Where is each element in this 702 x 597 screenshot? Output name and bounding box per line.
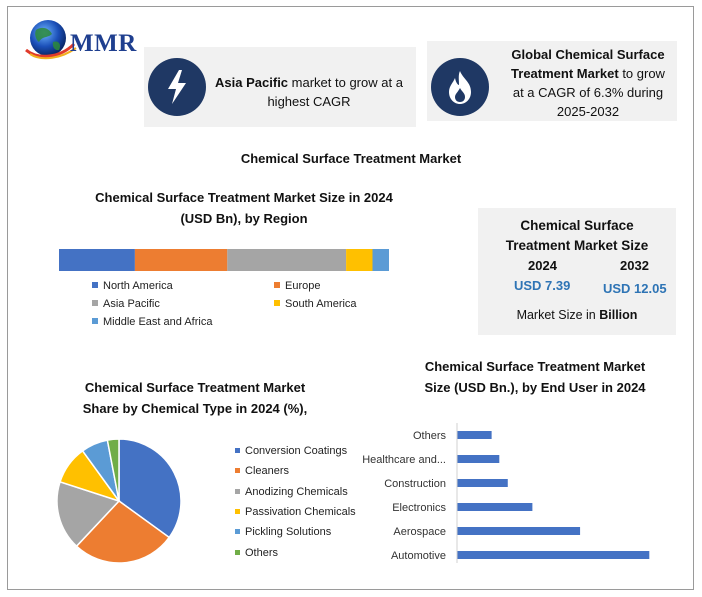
- legend-swatch: [235, 468, 240, 474]
- callout-right-line4: 2025-2032: [556, 104, 620, 119]
- callout-left-bold: Asia Pacific: [215, 75, 289, 90]
- end-user-bar-healthcare-and: [457, 455, 500, 463]
- pie-title-line1: Chemical Surface Treatment Market: [84, 380, 306, 395]
- legend-swatch: [92, 300, 98, 306]
- legend-label: Conversion Coatings: [245, 445, 348, 457]
- end-user-bar-automotive: [457, 551, 650, 559]
- callout-right-line2-rest: to grow: [618, 66, 665, 81]
- market-size-unit-bold: Billion: [599, 308, 638, 322]
- callout-asia-pacific: Asia Pacific market to grow at a highest…: [144, 47, 416, 127]
- value-2032: USD 12.05: [603, 281, 667, 296]
- region-bar-middle-east-and-africa: [372, 249, 389, 271]
- callout-left-circle: [148, 58, 206, 116]
- mmr-logo: MMR: [22, 14, 142, 66]
- region-legend-north-america: North America: [92, 280, 173, 292]
- pie-slice-conversion-coatings: [118, 438, 182, 539]
- region-bar-europe: [134, 249, 228, 271]
- region-title-line2: (USD Bn), by Region: [180, 211, 308, 226]
- legend-label: Middle East and Africa: [103, 316, 213, 328]
- legend-swatch: [235, 549, 240, 555]
- market-size-unit: Market Size in Billion: [478, 308, 676, 322]
- callout-right-line1: Global Chemical Surface: [511, 47, 665, 62]
- legend-label: Cleaners: [245, 465, 290, 478]
- end-user-bar-aerospace: [457, 527, 581, 535]
- region-legend: North America Europe Asia Pacific South Ame…: [92, 280, 392, 340]
- region-title-line1: Chemical Surface Treatment Market Size i…: [95, 190, 393, 205]
- legend-label: Others: [245, 546, 279, 559]
- market-size-title-line1: Chemical Surface: [520, 218, 634, 233]
- end-user-bar-others: [457, 431, 492, 439]
- callout-left-line2: highest CAGR: [267, 94, 351, 109]
- end-user-label-construction: Construction: [384, 478, 446, 490]
- end-user-title-line2: Size (USD Bn.), by End User in 2024: [424, 380, 646, 395]
- pie-slice-anodizing-chemicals: [56, 480, 121, 548]
- pie-legend-cleaners: Cleaners: [235, 465, 289, 477]
- legend-label: Europe: [285, 280, 321, 292]
- legend-swatch: [92, 318, 98, 324]
- legend-label: Anodizing Chemicals: [245, 485, 348, 498]
- callout-left-rest: market to grow at a: [288, 75, 403, 90]
- end-user-label-electronics: Electronics: [392, 502, 446, 514]
- pie-legend-passivation-chemicals: Passivation Chemicals: [235, 506, 356, 518]
- callout-right-line3: at a CAGR of 6.3% during: [512, 85, 664, 100]
- callout-global-cagr: Global Chemical Surface Treatment Market…: [427, 41, 677, 121]
- callout-right-text: Global Chemical Surface Treatment Market…: [499, 45, 677, 121]
- legend-swatch: [235, 508, 240, 514]
- pie-legend-conversion-coatings: Conversion Coatings: [235, 445, 347, 457]
- legend-label: Passivation Chemicals: [245, 505, 356, 518]
- pie-legend-pickling-solutions: Pickling Solutions: [235, 526, 331, 538]
- legend-label: South America: [285, 298, 357, 310]
- legend-swatch: [274, 282, 280, 288]
- callout-left-text: Asia Pacific market to grow at a highest…: [206, 73, 412, 111]
- end-user-bar-electronics: [457, 503, 533, 511]
- callout-right-line2-bold: Treatment Market: [511, 66, 619, 81]
- market-size-title: Chemical Surface Treatment Market Size: [478, 216, 676, 256]
- end-user-title-line1: Chemical Surface Treatment Market: [424, 359, 646, 374]
- region-legend-south-america: South America: [274, 298, 357, 310]
- pie-legend-others: Others: [235, 547, 278, 559]
- pie-slice-others: [106, 438, 120, 502]
- logo-text: MMR: [70, 30, 137, 57]
- legend-label: Pickling Solutions: [245, 526, 332, 539]
- region-stacked-bar: [59, 249, 389, 271]
- legend-label: North America: [103, 280, 173, 292]
- main-title: Chemical Surface Treatment Market: [240, 151, 462, 166]
- globe-icon: [25, 20, 77, 60]
- pie-legend: Conversion Coatings Cleaners Anodizing Che…: [235, 445, 395, 565]
- pie-chart-title: Chemical Surface Treatment Market Share …: [40, 377, 350, 419]
- legend-swatch: [235, 529, 240, 535]
- region-legend-asia-pacific: Asia Pacific: [92, 298, 160, 310]
- year-2032: 2032: [620, 258, 649, 273]
- pie-title-line2: Share by Chemical Type in 2024 (%),: [82, 401, 308, 416]
- pie-slice-cleaners: [75, 500, 171, 564]
- market-size-title-line2: Treatment Market Size: [505, 238, 649, 253]
- end-user-label-aerospace: Aerospace: [393, 526, 446, 538]
- lightning-bolt-icon: [168, 70, 186, 104]
- end-user-chart-title: Chemical Surface Treatment Market Size (…: [400, 356, 670, 398]
- market-size-card: Chemical Surface Treatment Market Size 2…: [478, 208, 676, 335]
- end-user-bar-chart: Others Healthcare and... Construction Elect…: [362, 423, 650, 563]
- market-size-unit-prefix: Market Size in: [516, 308, 600, 322]
- region-legend-europe: Europe: [274, 280, 320, 292]
- region-bar-south-america: [346, 249, 373, 271]
- region-bar-asia-pacific: [227, 249, 347, 271]
- legend-swatch: [235, 488, 240, 494]
- callout-right-circle: [431, 58, 489, 116]
- end-user-label-healthcare-and: Healthcare and...: [362, 454, 446, 466]
- end-user-label-automotive: Automotive: [391, 550, 446, 562]
- region-chart-title: Chemical Surface Treatment Market Size i…: [60, 187, 428, 229]
- end-user-label-others: Others: [413, 430, 447, 442]
- legend-label: Asia Pacific: [103, 298, 160, 310]
- pie-legend-anodizing-chemicals: Anodizing Chemicals: [235, 486, 348, 498]
- legend-swatch: [235, 448, 240, 453]
- legend-swatch: [274, 300, 280, 306]
- region-legend-middle-east-and-africa: Middle East and Africa: [92, 316, 212, 328]
- legend-swatch: [92, 282, 98, 288]
- value-2024: USD 7.39: [514, 278, 571, 293]
- end-user-bar-construction: [457, 479, 508, 487]
- region-bar-north-america: [59, 249, 135, 271]
- chemical-type-pie: [56, 438, 182, 564]
- year-2024: 2024: [528, 258, 557, 273]
- flame-icon: [449, 71, 471, 104]
